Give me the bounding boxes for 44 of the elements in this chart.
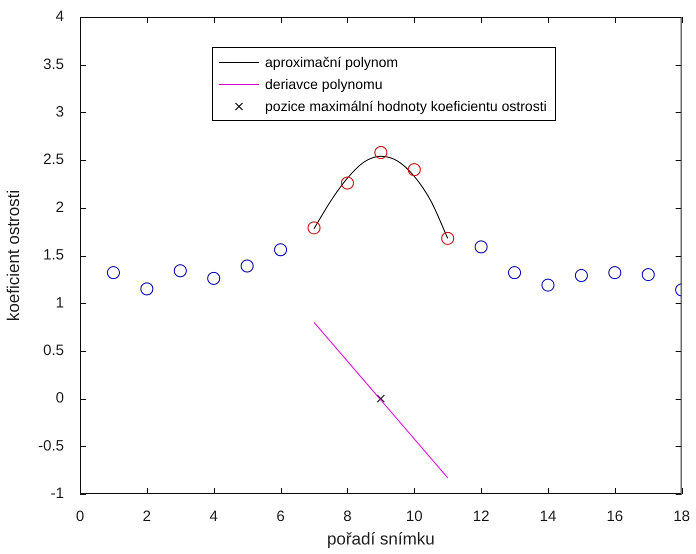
point [240,259,254,272]
y-tick-label: 1.5 [43,246,64,264]
point [508,266,522,280]
point [474,240,488,254]
point [207,272,220,285]
y-tick-label: 0 [56,390,64,407]
point [608,266,622,280]
y-tick-label: 3 [56,104,64,121]
y-tick-label: 1 [56,294,64,312]
x-tick-label: 16 [606,508,624,526]
point [574,269,588,282]
x-tick-label: 8 [343,508,352,526]
x-tick-label: 14 [540,508,556,526]
legend-label: deriavce polynomu [265,75,383,94]
point [441,232,454,245]
point [274,243,288,256]
point [376,394,385,403]
point [541,278,554,292]
y-tick-label: -1 [50,485,64,502]
legend-label: pozice maximální hodnoty koeficientu ostrosti [265,97,547,116]
y-axis-title: koeficient ostrosti [4,190,23,322]
legend-label: aproximační polynom [265,53,398,72]
y-tick-label: 2.5 [43,151,64,168]
x-tick-label: 6 [276,508,285,526]
point [340,176,354,190]
point [642,268,655,282]
point [174,264,187,278]
x-tick-label: 12 [472,508,490,526]
point [307,221,320,234]
y-tick-label: 2 [56,198,64,216]
point [106,266,120,280]
x-tick-label: 0 [76,508,84,526]
y-tick-label: 3.5 [43,56,64,73]
x-tick-label: 2 [142,508,152,526]
y-tick-label: -0.5 [38,437,64,454]
x-axis-title: pořadí snímku [326,529,435,548]
x-tick-label: 10 [406,508,423,526]
point [374,146,388,159]
point [140,282,154,296]
y-tick-label: 4 [56,8,64,26]
point [408,163,421,176]
y-tick-label: 0.5 [43,342,64,360]
x-tick-label: 4 [210,508,218,526]
x-tick-label: 18 [673,508,690,526]
